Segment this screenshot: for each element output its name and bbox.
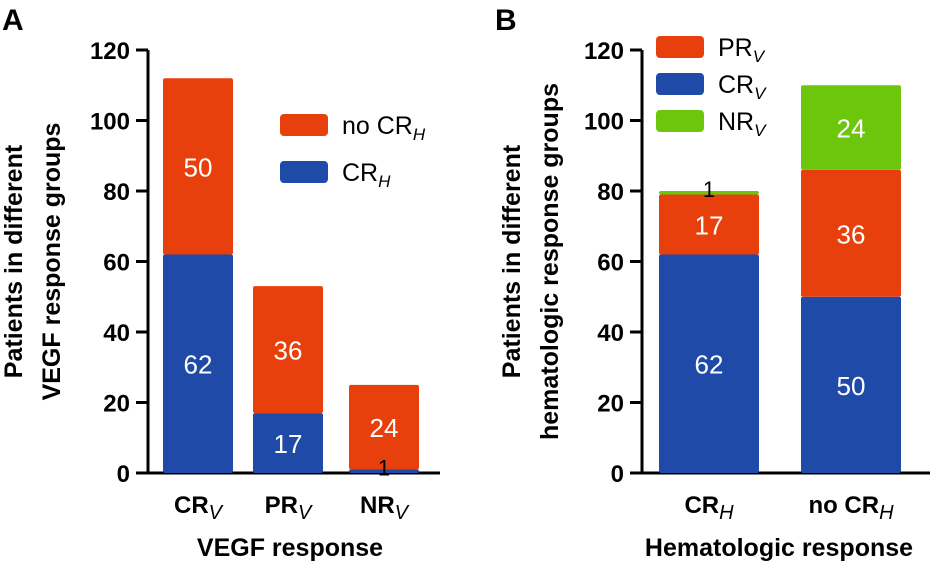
bar-value-label: 1 [703,177,715,202]
bar-segment [163,78,233,255]
x-axis-title: Hematologic response [645,534,913,562]
bar-value-label: 50 [184,152,213,182]
legend-entry-label: CRH [342,159,391,191]
legend-entry-label: CRV [718,71,767,103]
y-tick-label: 0 [117,461,130,488]
legend-entry-label: PRV [718,34,766,66]
y-axis-title-line2: VEGF response groups [38,123,66,401]
y-tick-label: 100 [584,109,624,136]
y-tick-label: 20 [103,391,130,418]
bar-segment [349,384,419,470]
x-axis-title: VEGF response [197,534,383,562]
bar-segment [163,254,233,473]
panel-label-a: A [2,4,24,37]
bar-value-label: 36 [274,336,303,366]
y-axis-title-line1: Patients in different [498,144,526,378]
bar-value-label: 62 [695,350,724,380]
x-category-label: no CRH [808,492,894,524]
x-category-label: PRV [265,492,313,524]
y-tick-label: 80 [597,179,624,206]
y-tick-label: 40 [597,320,624,347]
bar-segment [801,296,901,473]
bar-segment [349,469,419,473]
y-tick-label: 0 [611,461,624,488]
legend-entry-label: no CRH [342,112,426,144]
y-tick-label: 60 [597,250,624,277]
x-category-label: CRH [684,492,734,524]
legend-swatch [656,36,704,58]
bar-segment [659,194,759,255]
bar-value-label: 17 [695,210,724,240]
bar-value-label: 17 [274,429,303,459]
y-axis-title-line2: hematologic response groups [536,83,564,440]
bar-value-label: 62 [184,350,213,380]
y-tick-label: 40 [103,320,130,347]
panel-b-chart: 0 20 40 60 80 100 120 62 17 1 CRH 50 36 24 no CRH Patie… [498,34,930,562]
panel-label-b: B [495,4,517,37]
bar-segment [801,85,901,170]
y-tick-label: 120 [584,38,624,65]
y-tick-label: 20 [597,391,624,418]
bar-value-label: 36 [837,219,866,249]
legend-swatch [656,73,704,95]
bar-value-label: 1 [378,455,390,480]
y-tick-label: 100 [90,109,130,136]
bar-value-label: 24 [837,114,866,144]
y-tick-label: 80 [103,179,130,206]
legend-swatch [280,161,328,183]
bar-value-label: 50 [837,371,866,401]
bar-segment [659,254,759,473]
bar-segment [659,191,759,195]
bar-value-label: 24 [370,413,399,443]
y-axis-title-line1: Patients in different [0,144,28,378]
y-tick-label: 60 [103,250,130,277]
bar-segment [253,413,323,473]
bar-segment [801,169,901,297]
bar-segment [253,286,323,414]
panel-a-chart: 0 20 40 60 80 100 120 62 50 CRV 17 36 PRV 1 24 NRV Patie… [0,38,440,562]
legend-entry-label: NRV [718,108,767,140]
y-tick-label: 120 [90,38,130,65]
legend-swatch [280,114,328,136]
x-category-label: NRV [360,492,410,524]
legend-swatch [656,110,704,132]
x-category-label: CRV [174,492,224,524]
